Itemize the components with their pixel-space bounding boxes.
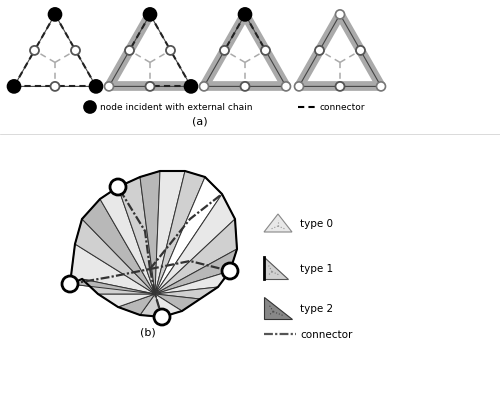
Circle shape [50, 83, 59, 92]
Circle shape [261, 47, 270, 56]
Circle shape [71, 47, 80, 56]
Polygon shape [155, 178, 222, 294]
Polygon shape [155, 249, 237, 294]
Circle shape [144, 9, 156, 22]
Text: type 1: type 1 [300, 263, 333, 273]
Circle shape [336, 11, 344, 20]
Circle shape [125, 47, 134, 56]
Polygon shape [155, 172, 205, 294]
Circle shape [356, 47, 365, 56]
Polygon shape [155, 287, 218, 299]
Circle shape [238, 9, 252, 22]
Circle shape [154, 309, 170, 325]
Polygon shape [100, 188, 155, 294]
Polygon shape [155, 172, 185, 294]
Text: connector: connector [320, 103, 366, 112]
Polygon shape [98, 294, 155, 307]
Polygon shape [264, 214, 292, 232]
Text: (b): (b) [140, 327, 156, 337]
Circle shape [294, 83, 304, 92]
Polygon shape [155, 294, 182, 317]
Polygon shape [75, 220, 155, 294]
Polygon shape [82, 200, 155, 294]
Circle shape [90, 81, 102, 94]
Circle shape [62, 276, 78, 292]
Circle shape [282, 83, 290, 92]
Circle shape [315, 47, 324, 56]
Polygon shape [155, 195, 235, 294]
Circle shape [8, 81, 20, 94]
Text: connector: connector [300, 329, 352, 339]
Polygon shape [155, 220, 237, 294]
Text: node incident with external chain: node incident with external chain [100, 103, 252, 112]
Polygon shape [155, 294, 200, 311]
Circle shape [30, 47, 39, 56]
Polygon shape [140, 294, 162, 317]
Polygon shape [82, 279, 155, 294]
Circle shape [240, 83, 250, 92]
Polygon shape [118, 178, 155, 294]
Text: type 2: type 2 [300, 303, 333, 313]
Polygon shape [155, 271, 230, 294]
Polygon shape [140, 172, 160, 294]
Polygon shape [70, 279, 155, 294]
Circle shape [84, 102, 96, 114]
Polygon shape [264, 257, 288, 279]
Circle shape [104, 83, 114, 92]
Polygon shape [118, 294, 155, 315]
Text: (a): (a) [192, 117, 208, 127]
Circle shape [48, 9, 62, 22]
Text: type 0: type 0 [300, 218, 333, 229]
Circle shape [146, 83, 154, 92]
Circle shape [336, 83, 344, 92]
Polygon shape [70, 245, 155, 294]
Circle shape [200, 83, 208, 92]
Circle shape [184, 81, 198, 94]
Circle shape [110, 180, 126, 196]
Circle shape [220, 47, 229, 56]
Polygon shape [264, 297, 292, 319]
Circle shape [222, 263, 238, 279]
Circle shape [376, 83, 386, 92]
Circle shape [166, 47, 175, 56]
